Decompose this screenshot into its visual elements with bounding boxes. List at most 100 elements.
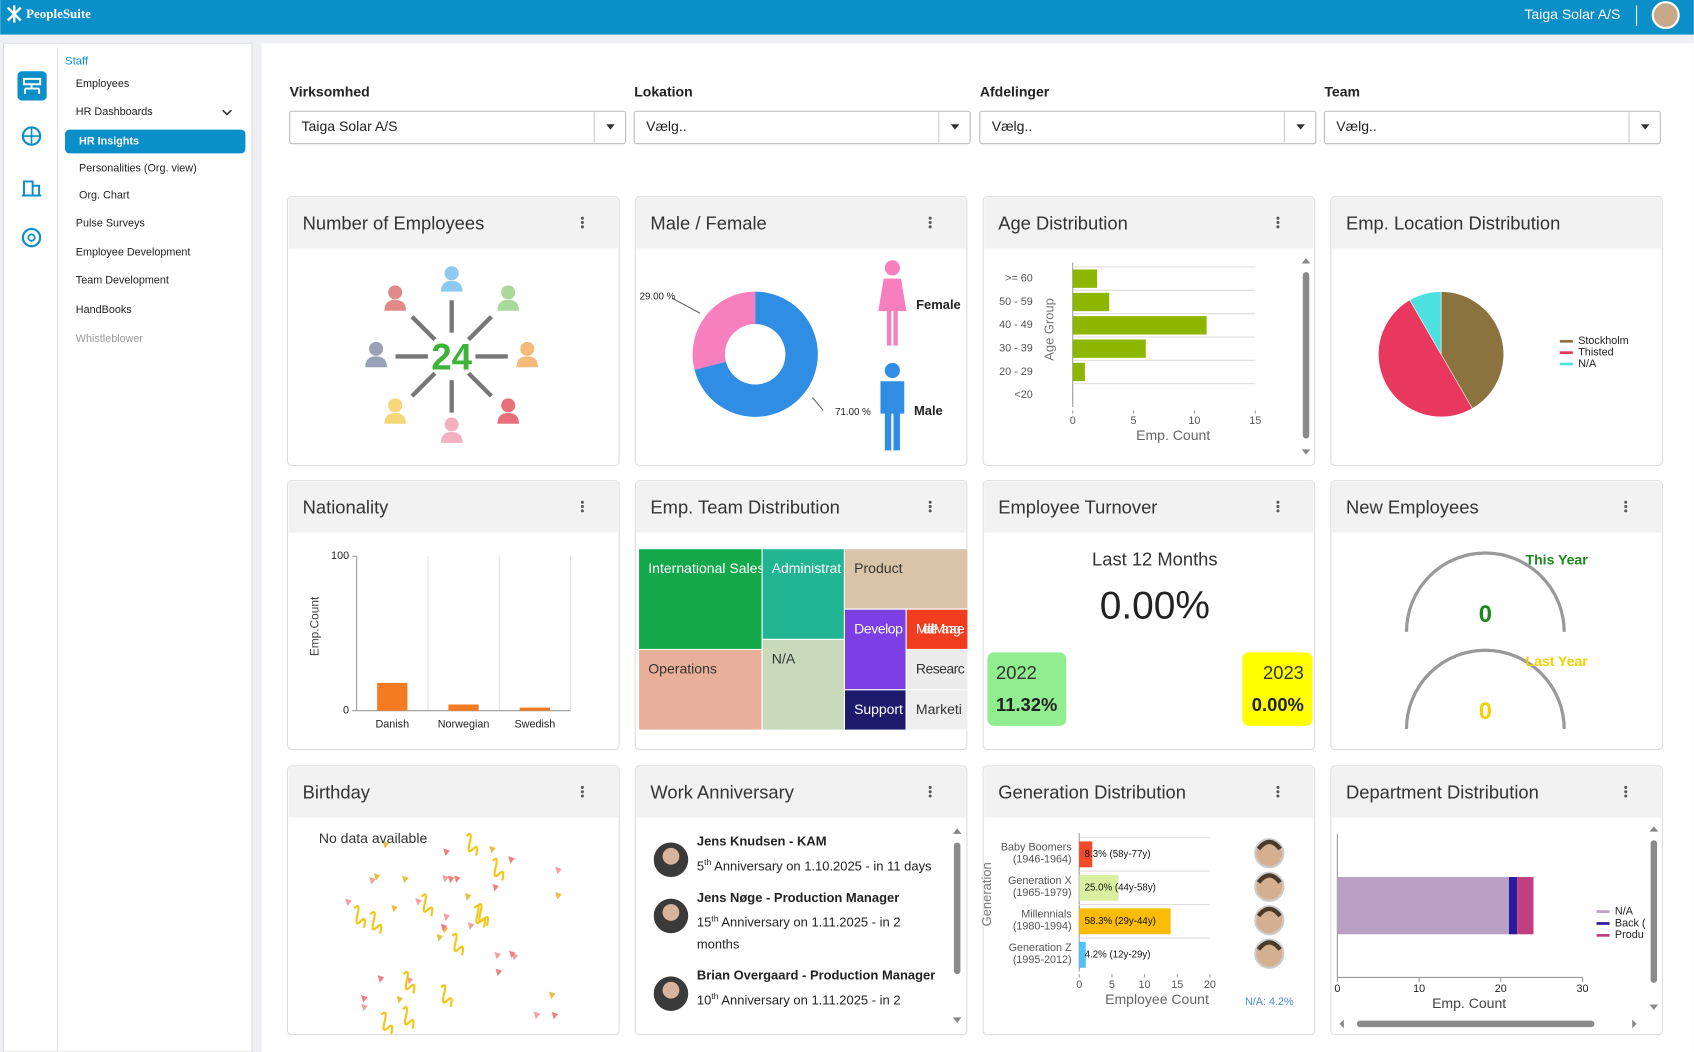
company-name[interactable]: Taiga Solar A/S	[1524, 6, 1620, 22]
scroll-up	[1301, 258, 1311, 264]
card-menu-dot[interactable]	[928, 225, 932, 229]
select-arrow	[606, 124, 615, 130]
card-menu-dot[interactable]	[1276, 505, 1280, 509]
card-menu-dot[interactable]	[1624, 509, 1628, 513]
legend-label[interactable]: N/A	[1578, 358, 1597, 370]
card-menu-dot[interactable]	[928, 509, 932, 513]
card-menu-dot[interactable]	[1276, 790, 1280, 794]
confetti	[345, 898, 352, 907]
card-menu-dot[interactable]	[928, 785, 932, 789]
nav-item[interactable]: Whistleblower	[76, 333, 144, 345]
confetti	[555, 866, 562, 875]
nav-item[interactable]: HandBooks	[76, 304, 132, 316]
card-menu-dot[interactable]	[580, 509, 584, 513]
x-tick-label: 0	[1070, 415, 1076, 427]
card-menu-dot[interactable]	[1276, 216, 1280, 220]
card-menu-dot[interactable]	[580, 505, 584, 509]
card-menu-dot[interactable]	[580, 785, 584, 789]
card-title: New Employees	[1346, 497, 1479, 518]
card-menu-dot[interactable]	[1276, 500, 1280, 504]
nav-item[interactable]: Team Development	[76, 275, 169, 287]
nav-section[interactable]: Staff	[65, 56, 89, 68]
card-menu-dot[interactable]	[1624, 790, 1628, 794]
card-menu-dot[interactable]	[580, 790, 584, 794]
year-box	[1242, 652, 1313, 726]
card-menu-dot[interactable]	[928, 505, 932, 509]
bar	[1072, 292, 1110, 312]
scroll-thumb[interactable]	[1356, 1020, 1595, 1028]
scroll-thumb[interactable]	[953, 842, 961, 975]
card-menu-dot[interactable]	[928, 790, 932, 794]
confetti	[382, 840, 390, 849]
nav-item[interactable]: Employee Development	[76, 247, 191, 259]
legend-label[interactable]: Thisted	[1578, 347, 1613, 359]
card-menu-dot[interactable]	[928, 794, 932, 798]
legend-label[interactable]: Back (	[1615, 917, 1646, 929]
legend-label[interactable]: Produ	[1615, 929, 1644, 941]
x-tick-label: 15	[1249, 415, 1261, 427]
card-menu-dot[interactable]	[580, 216, 584, 220]
filter-select[interactable]	[633, 110, 971, 145]
card-menu-dot[interactable]	[928, 220, 932, 225]
confetti-ribbon	[369, 910, 383, 934]
leader-line	[812, 397, 824, 411]
treemap-label: Develop	[854, 620, 903, 636]
nav-item[interactable]: HR Insights	[79, 135, 139, 147]
card-menu-dot[interactable]	[1276, 509, 1280, 513]
legend-label[interactable]: Stockholm	[1578, 335, 1628, 347]
card-header	[636, 197, 966, 249]
pie-slice	[1409, 291, 1442, 356]
legend-label[interactable]: Female	[916, 297, 961, 312]
slice-label: 29.00 %	[640, 292, 676, 303]
card-menu-dot[interactable]	[1624, 794, 1628, 798]
scroll-thumb[interactable]	[1650, 840, 1658, 983]
card-menu-dot[interactable]	[580, 220, 584, 225]
card-header	[984, 766, 1314, 818]
treemap-label: Administrat	[772, 560, 841, 576]
bar-label: 4.2% (12y-29y)	[1085, 949, 1151, 960]
filter-select[interactable]	[289, 110, 627, 145]
nav-icon-building[interactable]	[21, 180, 42, 197]
card-title: Employee Turnover	[998, 497, 1157, 518]
card-menu-dot[interactable]	[928, 500, 932, 504]
nav-item[interactable]: Pulse Surveys	[76, 217, 146, 229]
card-menu-dot[interactable]	[1624, 785, 1628, 789]
person-body	[440, 280, 463, 292]
gauge-value: 0	[1479, 698, 1492, 725]
user-avatar[interactable]	[1651, 1, 1680, 30]
nav-item[interactable]: Employees	[76, 78, 130, 90]
nav-item[interactable]: HR Dashboards	[76, 106, 153, 118]
card-menu-dot[interactable]	[1276, 785, 1280, 789]
card-menu-dot[interactable]	[1276, 794, 1280, 798]
confetti	[494, 951, 501, 960]
card-menu-dot[interactable]	[1276, 220, 1280, 225]
card-menu-dot[interactable]	[580, 794, 584, 798]
legend-label[interactable]: N/A	[1615, 905, 1634, 917]
filter-select[interactable]	[1323, 110, 1661, 145]
card-menu-dot[interactable]	[928, 216, 932, 220]
card-menu-dot[interactable]	[1624, 505, 1628, 509]
nav-icon-glyph	[23, 77, 42, 94]
confetti	[373, 873, 381, 881]
anniversary-entry: Brian Overgaard - Production Manager 10th…	[653, 966, 946, 1011]
bar	[1079, 841, 1093, 868]
card-menu-dot[interactable]	[580, 225, 584, 229]
filter-select[interactable]	[979, 110, 1317, 145]
bar-segment	[1508, 877, 1518, 935]
card-menu-dot[interactable]	[1624, 500, 1628, 504]
nav-item[interactable]: Org. Chart	[79, 189, 129, 201]
card-menu-dot[interactable]	[1276, 225, 1280, 229]
scroll-thumb[interactable]	[1302, 272, 1310, 439]
entry-date: Anniversary on 1.10.2025 - in 11 days	[714, 858, 932, 874]
nav-item[interactable]: Personalities (Org. view)	[79, 162, 197, 174]
card-title: Department Distribution	[1346, 782, 1539, 803]
entry-detail: 10th Anniversary on 1.11.2025 - in 2	[697, 986, 935, 1011]
y-tick-label: 40 - 49	[999, 319, 1033, 331]
card-title: Nationality	[303, 497, 390, 518]
nav-icon-target[interactable]	[21, 227, 42, 248]
brand[interactable]: PeopleSuite	[26, 6, 91, 21]
legend-label[interactable]: Male	[914, 403, 943, 418]
card-menu-dot[interactable]	[580, 500, 584, 504]
avatar-hair	[1256, 906, 1282, 918]
